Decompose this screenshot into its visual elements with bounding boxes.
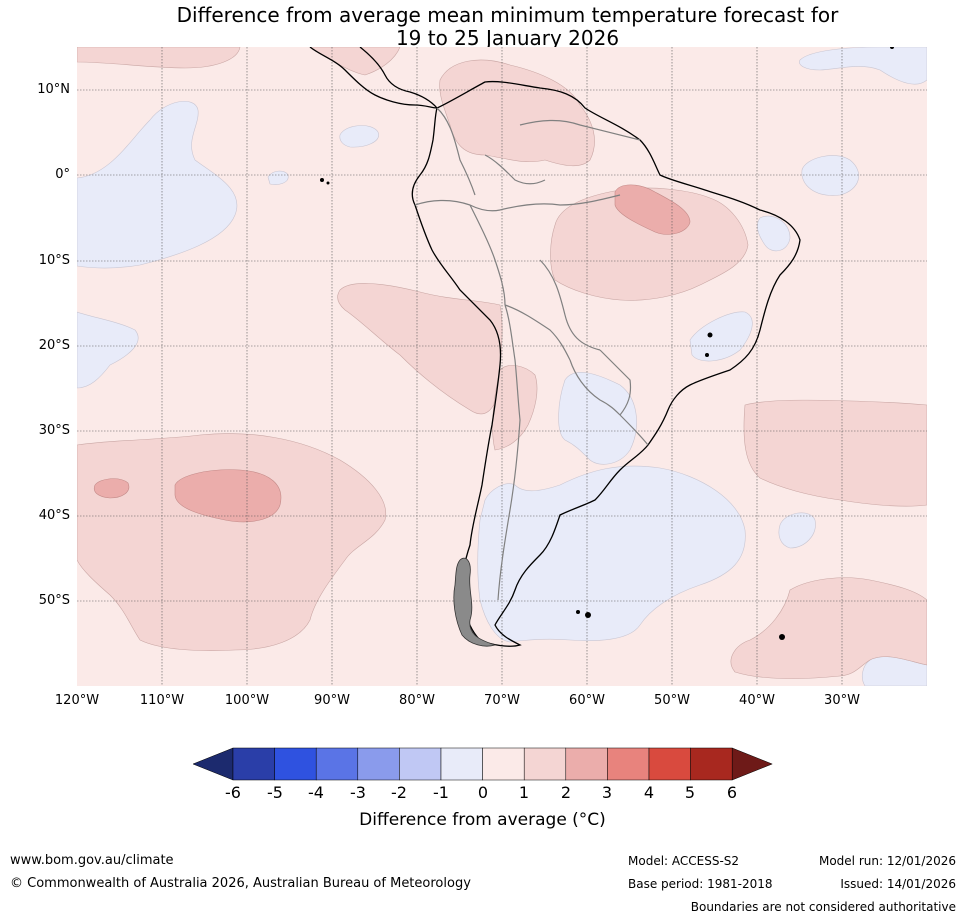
map-title: Difference from average mean minimum tem…: [0, 4, 965, 50]
colorbar-bin: [232, 747, 275, 781]
lon-label-50w: 50°W: [654, 693, 690, 708]
lon-label-30w: 30°W: [824, 693, 860, 708]
lat-label-10s: 10°S: [38, 253, 70, 268]
lon-label-110w: 110°W: [139, 693, 185, 708]
colorbar-tick: 0: [477, 783, 489, 802]
title-line-2: 19 to 25 January 2026: [395, 26, 620, 50]
title-line-1: Difference from average mean minimum tem…: [176, 3, 839, 27]
colorbar-bin: [523, 747, 567, 781]
lon-label-100w: 100°W: [224, 693, 270, 708]
anomaly-neg-atlantic-equator: [801, 155, 859, 196]
lon-label-80w: 80°W: [399, 693, 435, 708]
colorbar-bin: [274, 747, 317, 781]
lat-label-30s: 30°S: [38, 423, 70, 438]
lon-label-60w: 60°W: [569, 693, 605, 708]
anomaly-pos-strong-amazon: [614, 184, 691, 235]
footer-model-run: Model run: 12/01/2026: [818, 854, 956, 868]
anomaly-pos-strong-pacific-small: [93, 478, 130, 499]
central-america-caribbean-coast: [359, 47, 438, 109]
colorbar-bin: [357, 747, 400, 781]
colorbar-bin: [482, 747, 525, 781]
lon-label-90w: 90°W: [314, 693, 350, 708]
anomaly-pos-peru-pacific: [337, 283, 503, 415]
graticule: [77, 47, 927, 686]
colorbar-bin: [440, 747, 483, 781]
lat-label-0: 0°: [55, 167, 70, 182]
anomaly-neg-caribbean-small: [339, 125, 379, 148]
anomaly-pos-pacific-northwest: [77, 47, 241, 69]
footer-model: Model: ACCESS-S2: [628, 854, 740, 868]
anomaly-neg-south-argentina: [477, 465, 746, 643]
anomaly-neg-pacific-north: [77, 101, 238, 269]
colorbar-label: Difference from average (°C): [359, 810, 606, 830]
chile-archipelago: [453, 557, 497, 647]
anomaly-neg-pacific-west: [77, 311, 139, 389]
anomaly-pos-strong-pacific: [174, 469, 282, 523]
colorbar-bin: [565, 747, 608, 781]
colorbar-bin: [399, 747, 442, 781]
colorbar-tick: 3: [601, 783, 613, 802]
anomaly-pos-south-atlantic-southeast: [730, 577, 927, 679]
colorbar-extend-low: [192, 747, 234, 781]
lon-label-120w: 120°W: [54, 693, 100, 708]
lat-label-20s: 20°S: [38, 338, 70, 353]
colorbar-bin: [648, 747, 691, 781]
colorbar: [192, 747, 773, 781]
colorbar-tick: -2: [391, 783, 407, 802]
lat-label-50s: 50°S: [38, 593, 70, 608]
colorbar-tick: -6: [225, 783, 241, 802]
anomaly-pos-south-pacific: [77, 433, 387, 651]
anomaly-neg-brazil-southeast: [689, 311, 753, 362]
colorbar-tick: -5: [267, 783, 283, 802]
colorbar-tick: 4: [643, 783, 655, 802]
footer-copyright: © Commonwealth of Australia 2026, Austra…: [10, 876, 471, 891]
footer-website[interactable]: www.bom.gov.au/climate: [10, 853, 174, 868]
colorbar-tick: -1: [433, 783, 449, 802]
lon-label-70w: 70°W: [484, 693, 520, 708]
colorbar-bin: [690, 747, 733, 781]
colorbar-extend-high: [731, 747, 773, 781]
colorbar-tick: 6: [726, 783, 738, 802]
footer-disclaimer: Boundaries are not considered authoritat…: [690, 900, 956, 914]
footer-base-period: Base period: 1981-2018: [628, 877, 773, 891]
anomaly-pos-south-atlantic-east: [743, 399, 927, 507]
colorbar-tick: 2: [560, 783, 572, 802]
colorbar-bin: [315, 747, 359, 781]
anomaly-neg-brazil-coast: [757, 215, 791, 252]
colorbar-tick: 5: [684, 783, 696, 802]
anomaly-neg-atlantic-south-small: [778, 512, 816, 549]
anomaly-neg-atlantic-north: [799, 47, 927, 85]
central-america-coastline: [309, 47, 438, 109]
islands: [320, 47, 894, 640]
colorbar-tick: -3: [350, 783, 366, 802]
colorbar-bin: [607, 747, 650, 781]
country-borders: [414, 107, 649, 601]
footer-issued: Issued: 14/01/2026: [840, 877, 956, 891]
south-america-coastline: [411, 80, 801, 647]
anomaly-neg-patagonia: [558, 372, 637, 465]
colorbar-tick: -4: [308, 783, 324, 802]
lon-label-40w: 40°W: [739, 693, 775, 708]
colorbar-tick: 1: [518, 783, 530, 802]
lat-label-40s: 40°S: [38, 508, 70, 523]
lat-label-10n: 10°N: [37, 82, 70, 97]
